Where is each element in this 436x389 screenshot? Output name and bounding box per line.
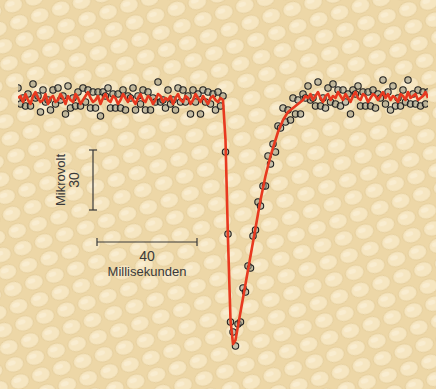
scale-bar-y: 30Mikrovolt [53, 150, 97, 210]
data-point [347, 111, 353, 117]
plot-area [18, 77, 428, 349]
scale-bar-cap [89, 149, 97, 150]
data-point [405, 77, 411, 83]
data-point [120, 87, 126, 93]
data-point [30, 81, 36, 87]
scale-bar-line [92, 150, 93, 210]
data-point [187, 111, 193, 117]
background-tint [0, 0, 436, 389]
data-point [305, 83, 311, 89]
data-point [422, 101, 428, 107]
background [0, 0, 436, 389]
data-point [197, 111, 203, 117]
data-point [65, 83, 71, 89]
data-point [322, 105, 328, 111]
data-point [130, 85, 136, 91]
points [18, 77, 428, 349]
scale-bar-label: Millisekunden [108, 264, 187, 279]
data-point [172, 107, 178, 113]
data-point [382, 101, 388, 107]
data-point [40, 87, 46, 93]
scale-bar-value: 30 [66, 172, 82, 188]
data-point [122, 107, 128, 113]
chart: 30Mikrovolt40Millisekunden [0, 0, 436, 389]
data-point [180, 87, 186, 93]
data-point [287, 117, 293, 123]
data-point [132, 107, 138, 113]
data-point [147, 107, 153, 113]
data-point [37, 109, 43, 115]
data-point [18, 85, 21, 91]
data-point [330, 81, 336, 87]
data-point [390, 83, 396, 89]
data-point [155, 79, 161, 85]
data-point [165, 87, 171, 93]
scale-bar-line [97, 241, 197, 242]
data-point [137, 101, 143, 107]
data-point [47, 107, 53, 113]
scale-bar-cap [89, 209, 97, 210]
data-point [97, 113, 103, 119]
data-point [105, 85, 111, 91]
data-point [55, 85, 61, 91]
data-point [62, 111, 68, 117]
scale-bar-cap [96, 238, 97, 246]
scale-bar-x: 40Millisekunden [97, 238, 197, 279]
scale-bar-value: 40 [139, 248, 155, 264]
scale-bar-cap [196, 238, 197, 246]
scale-bar-label: Mikrovolt [53, 154, 68, 206]
data-point [145, 89, 151, 95]
trace-line [18, 92, 428, 344]
data-point [92, 105, 98, 111]
data-point [380, 77, 386, 83]
data-point [355, 83, 361, 89]
data-point [297, 111, 303, 117]
data-point [315, 79, 321, 85]
data-point [400, 87, 406, 93]
data-point [372, 105, 378, 111]
